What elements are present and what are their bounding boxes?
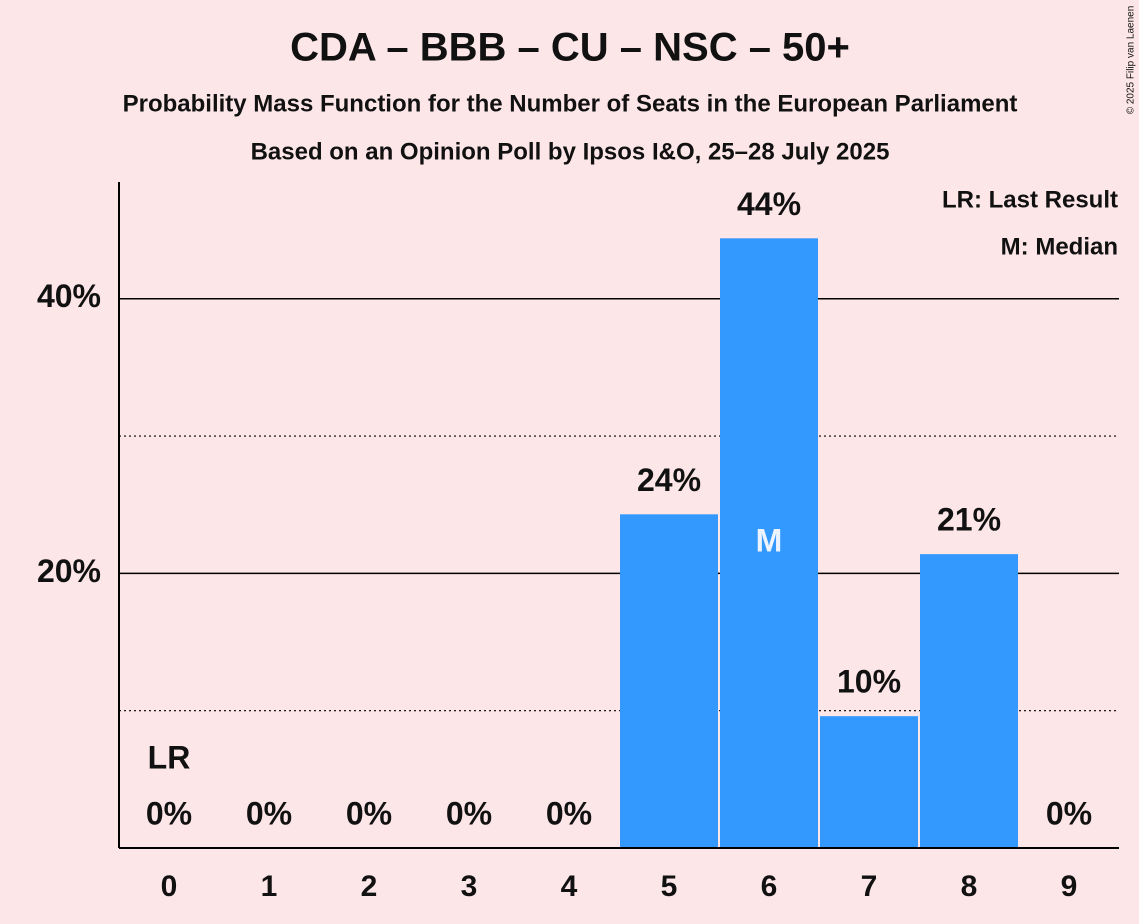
value-label: 24% (637, 462, 701, 498)
value-label: 0% (1046, 795, 1092, 831)
bar (820, 716, 918, 848)
bar (920, 554, 1018, 848)
x-tick-label: 9 (1061, 870, 1078, 903)
y-tick-label: 20% (37, 553, 101, 589)
copyright: © 2025 Filip van Laenen (1126, 6, 1137, 115)
x-tick-label: 4 (561, 870, 578, 903)
legend-entry: LR: Last Result (942, 186, 1118, 213)
x-tick-label: 2 (361, 870, 378, 903)
value-label: 10% (837, 664, 901, 700)
legend-entry: M: Median (1001, 233, 1118, 260)
bar (720, 238, 818, 848)
x-tick-label: 1 (261, 870, 278, 903)
value-label: 44% (737, 186, 801, 222)
x-tick-label: 3 (461, 870, 478, 903)
median-marker: M (756, 523, 783, 559)
value-label: 0% (446, 795, 492, 831)
x-tick-label: 8 (961, 870, 978, 903)
value-label: 0% (346, 795, 392, 831)
chart-subtitle: Probability Mass Function for the Number… (123, 90, 1018, 117)
bar (620, 514, 718, 848)
x-tick-label: 6 (761, 870, 778, 903)
last-result-marker: LR (148, 739, 191, 775)
x-tick-label: 0 (161, 870, 178, 903)
x-tick-label: 5 (661, 870, 678, 903)
x-tick-label: 7 (861, 870, 878, 903)
value-label: 0% (246, 795, 292, 831)
chart-title: CDA – BBB – CU – NSC – 50+ (290, 26, 850, 70)
y-tick-label: 40% (37, 278, 101, 314)
value-label: 0% (546, 795, 592, 831)
value-label: 21% (937, 502, 1001, 538)
value-label: 0% (146, 795, 192, 831)
chart-subtitle: Based on an Opinion Poll by Ipsos I&O, 2… (251, 138, 890, 165)
